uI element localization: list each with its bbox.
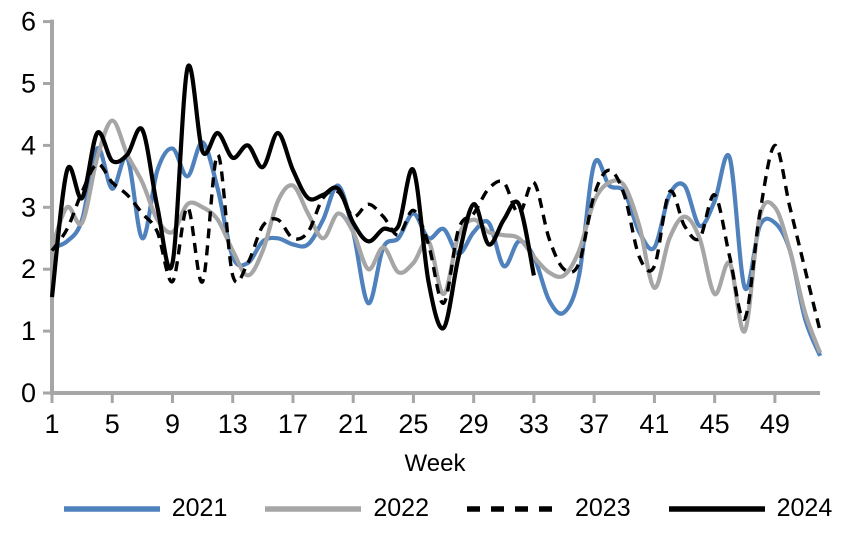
legend-swatch-2024 [668,505,765,512]
legend: 2021 2022 2023 2024 [0,494,852,523]
x-tick-label: 29 [459,409,489,439]
x-tick-label: 45 [700,409,730,439]
x-tick-label: 41 [639,409,669,439]
legend-item-2021: 2021 [62,494,228,523]
x-tick-label: 25 [398,409,428,439]
legend-label-2022: 2022 [373,494,429,522]
legend-label-2024: 2024 [776,494,833,522]
legend-swatch-2023 [467,505,563,512]
x-tick-label: 13 [218,409,248,439]
legend-item-2023: 2023 [465,494,631,523]
legend-item-2024: 2024 [667,494,833,523]
y-tick-label: 1 [21,316,36,346]
series-line-2021 [51,140,823,357]
y-tick-label: 2 [21,254,36,284]
series-line-2024 [49,63,536,331]
legend-item-2022: 2022 [263,494,429,523]
x-tick-label: 5 [105,409,120,439]
x-tick-label: 49 [760,409,790,439]
y-tick-label: 3 [21,192,36,222]
x-tick-label: 1 [44,409,59,439]
x-tick-label: 17 [278,409,308,439]
y-tick-label: 6 [21,7,36,37]
x-tick-label: 37 [579,409,609,439]
y-tick-label: 5 [21,69,36,99]
y-tick-label: 4 [21,130,36,160]
y-tick-label: 0 [21,378,36,408]
legend-swatch-2022 [265,505,362,512]
series-line-2022 [50,118,823,354]
x-tick-label: 21 [338,409,368,439]
x-tick-label: 9 [165,409,180,439]
legend-swatch-2021 [63,505,160,512]
x-axis-title: Week [404,450,466,477]
legend-label-2023: 2023 [575,494,631,522]
series-line-2023 [50,143,822,332]
legend-label-2021: 2021 [171,494,228,522]
x-tick-label: 33 [519,409,549,439]
